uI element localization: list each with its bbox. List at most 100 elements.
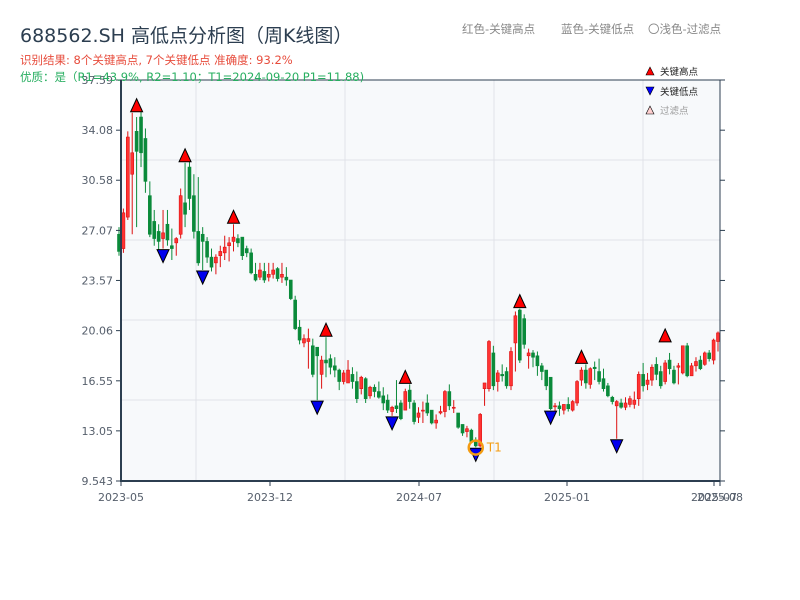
candle [310,338,315,378]
y-tick-label: 9.543 [82,475,114,488]
candle [434,414,438,429]
candle-body [399,402,403,420]
x-tick-label: 2023-05 [98,491,144,504]
candle-body [434,419,438,424]
candle [641,362,645,392]
candle [214,254,218,275]
candle [196,177,201,266]
candle-body [253,274,258,281]
candle [302,334,306,348]
candle-body [513,315,518,344]
candle [231,224,236,252]
candle [416,407,421,423]
candle [333,357,337,378]
candle [584,364,588,389]
candle-body [244,248,249,254]
candle-body [460,424,465,434]
candle [266,262,271,282]
candle [209,248,214,272]
candle-body [698,359,703,369]
key-low-marker [543,410,558,426]
candle [698,355,703,371]
candle-body [663,362,667,382]
candle-body [650,366,654,381]
legend-low-icon [645,86,655,96]
candle [227,237,231,262]
candle [421,401,425,423]
key-low-marker [156,249,170,264]
candle-body [531,352,535,358]
candle-body [500,374,504,377]
candle-body [126,136,130,218]
candle-body [553,405,557,408]
candle-body [597,371,601,382]
candle-body [346,369,350,384]
candle [557,401,562,416]
candle [262,262,267,283]
plot-area [121,80,720,481]
candle [134,117,139,228]
legend-item: 过滤点 [645,105,689,117]
candle-body [368,386,372,397]
candle-body [192,195,196,232]
candle [385,394,390,413]
key-high-marker [658,327,672,343]
candle [535,351,540,376]
candle-body [341,372,346,382]
candle-body [588,368,593,385]
candle-body [385,399,390,411]
candle [341,370,346,385]
candle-body [218,251,223,257]
candle-body [654,364,659,375]
key-low-marker [310,400,324,416]
candle-body [165,223,170,241]
candle [170,228,174,261]
candle-body [544,369,549,387]
candle-body [350,374,355,382]
legend-item: 关键高点 [645,66,699,78]
candle [363,377,368,403]
candle-body [200,233,205,242]
candle [447,384,452,411]
candle [205,237,209,263]
candle-body [302,338,306,344]
candle-body [359,376,364,389]
candle-body [429,409,434,424]
candle [702,351,707,366]
candle-body [355,381,359,399]
candle [663,360,667,385]
candle-body [689,365,694,377]
candle-body [680,345,685,374]
candle [689,362,694,377]
x-tick-label: 2023-12 [247,491,293,504]
candle-body [319,359,324,375]
legend-label: 关键高点 [660,66,699,78]
candle-body [504,371,509,387]
candle-body [601,378,606,389]
key-low-marker [195,270,210,286]
candle [143,128,148,193]
x-tick-label: 2024-07 [396,491,442,504]
legend-filtered-icon [645,105,655,115]
candle [152,209,157,246]
candle [187,158,192,210]
candle [403,388,408,411]
candle [588,367,593,389]
candle-body [156,231,161,242]
candle-body [262,271,267,281]
candle-body [337,369,342,382]
candle [368,385,372,399]
x-tick-label: 2025-08 [697,491,743,504]
candle [319,355,324,389]
candle [381,387,386,411]
candle [174,237,179,256]
candle-body [645,379,650,385]
candle [359,375,364,395]
candle [236,234,240,248]
candle [504,367,509,389]
candle [606,382,610,398]
candle-body [443,391,447,412]
candle [350,367,355,389]
y-tick-label: 27.07 [82,224,114,237]
candle [288,279,293,301]
